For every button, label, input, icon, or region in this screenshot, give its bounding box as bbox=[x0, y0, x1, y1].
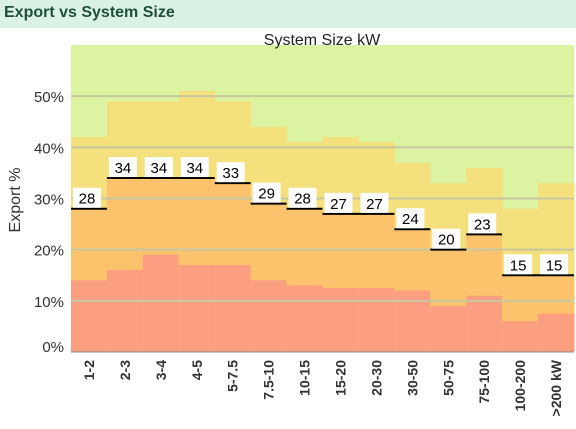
value-label: 34 bbox=[186, 160, 203, 177]
value-label-box bbox=[396, 208, 425, 229]
value-label-box bbox=[324, 192, 353, 213]
x-tick-label: 30-50 bbox=[404, 360, 420, 396]
band-low-bar bbox=[106, 270, 144, 352]
value-label-box bbox=[288, 187, 317, 208]
x-tick-label: 2-3 bbox=[117, 360, 133, 380]
x-tick-label: 100-200 bbox=[512, 360, 528, 412]
value-label-box bbox=[432, 228, 461, 249]
x-tick-label: 10-15 bbox=[297, 360, 313, 396]
y-tick-label: 30% bbox=[34, 192, 64, 209]
y-tick-label: 40% bbox=[34, 140, 64, 157]
x-tick-label: 75-100 bbox=[476, 360, 492, 404]
value-label-box bbox=[504, 254, 533, 275]
chart-title: System Size kW bbox=[264, 32, 381, 49]
band-low-bar bbox=[430, 305, 467, 352]
band-low-bar bbox=[142, 254, 180, 352]
value-label: 29 bbox=[258, 186, 275, 203]
x-tick-label: 1-2 bbox=[81, 360, 97, 380]
value-label-box bbox=[73, 187, 101, 208]
x-tick-label: 5-7.5 bbox=[225, 360, 241, 392]
value-label-box bbox=[468, 213, 497, 234]
value-label: 34 bbox=[115, 160, 132, 177]
value-label-box bbox=[540, 254, 569, 275]
value-label: 15 bbox=[546, 257, 563, 274]
x-tick-label: 4-5 bbox=[189, 360, 205, 380]
y-tick-label: 0% bbox=[42, 339, 64, 356]
band-low-bar bbox=[538, 313, 575, 352]
value-label-box bbox=[144, 157, 173, 178]
panel-title: Export vs System Size bbox=[4, 4, 175, 21]
band-low-bar bbox=[214, 265, 252, 352]
x-tick-label: 50-75 bbox=[440, 360, 456, 396]
value-label: 20 bbox=[438, 232, 455, 249]
value-label: 34 bbox=[151, 160, 168, 177]
band-low-bar bbox=[71, 280, 108, 352]
value-label: 28 bbox=[79, 191, 96, 208]
x-tick-label: 7.5-10 bbox=[261, 360, 277, 400]
value-label: 28 bbox=[294, 191, 311, 208]
x-tick-label: 3-4 bbox=[153, 360, 169, 380]
y-tick-label: 50% bbox=[34, 89, 64, 106]
y-tick-label: 10% bbox=[34, 294, 64, 311]
x-tick-label: 20-30 bbox=[368, 360, 384, 396]
band-low-bar bbox=[466, 295, 503, 352]
value-label-box bbox=[180, 157, 209, 178]
band-low-bar bbox=[178, 265, 216, 352]
value-label-box bbox=[216, 162, 245, 183]
band-low-bar bbox=[322, 288, 359, 352]
value-label: 15 bbox=[510, 257, 527, 274]
x-tick-label: >200 kW bbox=[548, 359, 564, 416]
x-tick-label: 15-20 bbox=[332, 360, 348, 396]
value-label: 27 bbox=[330, 196, 347, 213]
y-tick-label: 20% bbox=[34, 243, 64, 260]
value-label-box bbox=[252, 182, 281, 203]
y-axis-label: Export % bbox=[7, 168, 24, 233]
band-low-bar bbox=[250, 280, 288, 352]
band-low-bar bbox=[286, 285, 323, 352]
value-label-box bbox=[108, 157, 137, 178]
value-label: 33 bbox=[222, 165, 239, 182]
value-label: 27 bbox=[366, 196, 383, 213]
value-label: 24 bbox=[402, 211, 419, 228]
band-low-bar bbox=[394, 290, 431, 352]
value-label-box bbox=[360, 192, 389, 213]
band-low-bar bbox=[502, 321, 539, 352]
value-label: 23 bbox=[474, 216, 491, 233]
band-low-bar bbox=[358, 288, 395, 352]
